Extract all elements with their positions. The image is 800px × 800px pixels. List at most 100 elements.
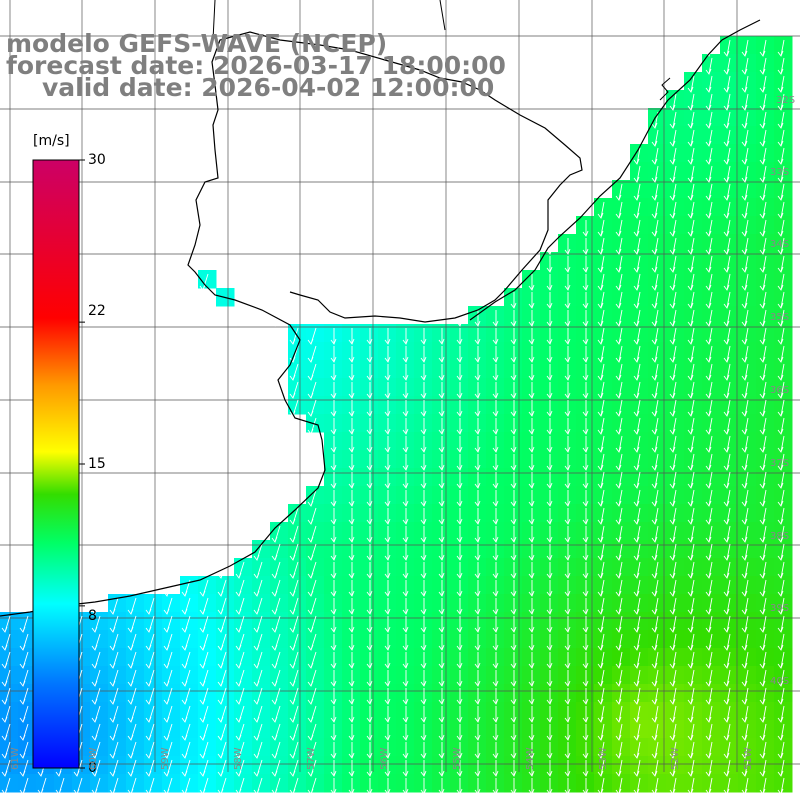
wind-arrow	[330, 562, 337, 579]
wind-arrow	[633, 255, 641, 273]
wind-arrow	[705, 111, 713, 129]
wind-arrow	[546, 580, 553, 597]
wind-arrow	[669, 723, 677, 741]
wind-arrow	[777, 435, 785, 453]
wind-speed-cell	[558, 360, 577, 379]
wind-arrow	[330, 544, 337, 561]
wind-arrow	[741, 273, 749, 291]
wind-arrow	[669, 381, 677, 399]
wind-arrow	[528, 562, 535, 579]
wind-arrow	[759, 345, 767, 363]
wind-arrow	[217, 687, 227, 705]
wind-arrow	[307, 651, 317, 669]
wind-speed-cell	[324, 450, 343, 469]
wind-speed-cell	[558, 612, 577, 631]
wind-arrow	[91, 669, 101, 687]
wind-arrow	[741, 633, 749, 651]
wind-speed-cell	[432, 648, 451, 667]
wind-arrow	[597, 525, 605, 543]
wind-speed-cell	[576, 612, 595, 631]
wind-arrow	[651, 381, 659, 399]
wind-speed-cell	[486, 684, 505, 703]
wind-arrow	[307, 777, 317, 795]
wind-arrow	[289, 759, 299, 777]
wind-speed-cell	[432, 774, 451, 793]
wind-arrow	[366, 616, 373, 633]
wind-arrow	[687, 471, 695, 489]
wind-arrow	[633, 615, 641, 633]
wind-arrow	[307, 489, 317, 507]
wind-speed-cell	[378, 558, 397, 577]
wind-arrow	[651, 651, 659, 669]
wind-speed-cell	[486, 774, 505, 793]
wind-speed-cell	[306, 612, 325, 631]
wind-speed-cell	[252, 648, 271, 667]
wind-arrow	[597, 669, 605, 687]
wind-speed-cell	[504, 540, 523, 559]
wind-speed-cell	[18, 720, 37, 739]
wind-speed-cell	[0, 738, 19, 757]
wind-arrow	[456, 328, 463, 345]
wind-speed-cell	[108, 612, 127, 631]
wind-arrow	[723, 759, 731, 777]
wind-arrow	[546, 364, 553, 381]
wind-arrow	[253, 579, 263, 597]
wind-arrow	[651, 363, 659, 381]
wind-arrow	[456, 472, 463, 489]
wind-speed-cell	[180, 630, 199, 649]
wind-arrow	[597, 507, 605, 525]
wind-arrow	[741, 291, 749, 309]
wind-arrow	[384, 328, 391, 345]
wind-arrow	[777, 759, 785, 777]
wind-arrow	[366, 472, 373, 489]
wind-speed-cell	[522, 720, 541, 739]
wind-speed-cell	[540, 468, 559, 487]
wind-speed-cell	[342, 378, 361, 397]
wind-arrow	[615, 453, 623, 471]
wind-arrow	[91, 723, 101, 741]
wind-speed-cell	[378, 612, 397, 631]
wind-arrow	[348, 400, 355, 417]
wind-speed-cell	[342, 594, 361, 613]
wind-arrow	[546, 436, 553, 453]
wind-speed-cell	[576, 738, 595, 757]
wind-arrow	[402, 544, 409, 561]
wind-arrow	[723, 237, 731, 255]
wind-arrow	[456, 760, 463, 777]
wind-arrow	[456, 580, 463, 597]
wind-arrow	[723, 39, 731, 57]
wind-arrow	[510, 670, 517, 687]
wind-arrow	[438, 454, 445, 471]
wind-arrow	[597, 309, 605, 327]
wind-arrow	[420, 778, 427, 795]
wind-speed-cell	[576, 666, 595, 685]
wind-arrow	[651, 183, 659, 201]
wind-arrow	[366, 508, 373, 525]
wind-arrow	[348, 598, 355, 615]
wind-arrow	[366, 742, 373, 759]
wind-speed-cell	[306, 576, 325, 595]
wind-speed-cell	[306, 558, 325, 577]
wind-arrow	[253, 759, 263, 777]
lon-label: 59W	[160, 747, 171, 770]
wind-arrow	[91, 777, 101, 795]
wind-speed-cell	[504, 630, 523, 649]
wind-arrow	[759, 579, 767, 597]
wind-arrow	[474, 310, 481, 327]
wind-arrow	[420, 688, 427, 705]
wind-speed-cell	[504, 504, 523, 523]
wind-arrow	[687, 543, 695, 561]
wind-arrow	[705, 363, 713, 381]
wind-arrow	[597, 273, 605, 291]
wind-arrow	[741, 705, 749, 723]
wind-arrow	[127, 633, 137, 651]
wind-arrow	[420, 616, 427, 633]
wind-speed-cell	[414, 612, 433, 631]
wind-arrow	[597, 363, 605, 381]
wind-arrow	[723, 291, 731, 309]
wind-speed-cell	[450, 630, 469, 649]
wind-arrow	[597, 705, 605, 723]
wind-speed-cell	[162, 774, 181, 793]
wind-speed-cell	[522, 594, 541, 613]
wind-arrow	[438, 616, 445, 633]
